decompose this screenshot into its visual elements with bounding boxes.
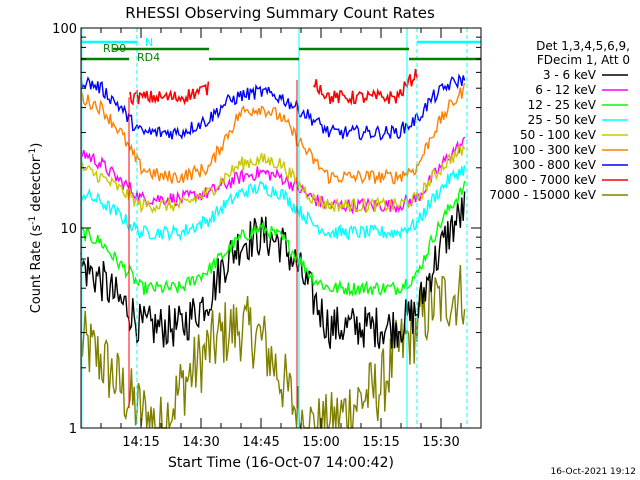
series-6-12-kev [80, 136, 466, 215]
series-50-100-kev [80, 144, 466, 215]
legend-label: 300 - 800 keV [512, 158, 596, 172]
y-axis-label: Count Rate (s-1 detector-1) [28, 143, 44, 314]
series-layer [80, 68, 466, 431]
legend-label: 25 - 50 keV [528, 113, 597, 127]
legend-label: 100 - 300 keV [512, 143, 596, 157]
legend-label: 6 - 12 keV [535, 83, 597, 97]
series-line [80, 73, 466, 141]
flag-label-rd0: RD0 [103, 42, 126, 55]
series-12-25-kev [80, 180, 466, 297]
series-25-50-kev [80, 165, 466, 242]
legend-header-line-2: FDecim 1, Att 0 [537, 53, 630, 67]
legend-label: 50 - 100 keV [520, 128, 597, 142]
series-line [80, 136, 466, 215]
flag-label-n: N [145, 36, 153, 49]
x-tick-label: 14:30 [182, 435, 219, 450]
legend-label: 3 - 6 keV [543, 68, 597, 82]
series-line [80, 180, 466, 297]
series-line [80, 165, 466, 242]
x-axis-label: Start Time (16-Oct-07 14:00:42) [168, 455, 394, 471]
series-7000-15000-kev [80, 264, 466, 431]
x-tick-label: 15:30 [422, 435, 459, 450]
flag-label-rd4: RD4 [137, 51, 160, 64]
y-tick-label: 1 [69, 422, 77, 437]
y-tick-label: 10 [60, 222, 77, 237]
plot-frame [80, 27, 482, 429]
series-line [80, 191, 466, 349]
y-tick-label: 100 [52, 22, 77, 37]
series-line [80, 82, 466, 185]
series-800-7000-kev [128, 68, 418, 408]
series-100-300-kev [80, 82, 466, 185]
series-3-6-kev [80, 191, 466, 349]
series-300-800-kev [80, 73, 466, 141]
x-tick-label: 15:00 [302, 435, 339, 450]
legend-header-line-1: Det 1,3,4,5,6,9, [536, 39, 630, 53]
flag-layer: N RD0 RD4 [81, 28, 481, 428]
generation-timestamp: 16-Oct-2021 19:12 [551, 467, 636, 477]
legend: Det 1,3,4,5,6,9, FDecim 1, Att 0 3 - 6 k… [489, 39, 630, 202]
axis-layer: 1 10 100 14:15 14:30 14:45 15:00 15:15 15:30 [52, 22, 482, 450]
series-line [80, 264, 466, 431]
legend-label: 12 - 25 keV [528, 98, 597, 112]
chart-title: RHESSI Observing Summary Count Rates [125, 4, 435, 22]
series-line [129, 68, 418, 106]
legend-label: 800 - 7000 keV [505, 173, 597, 187]
x-tick-label: 14:15 [122, 435, 159, 450]
legend-label: 7000 - 15000 keV [489, 188, 596, 202]
x-tick-label: 14:45 [242, 435, 279, 450]
series-line [80, 144, 466, 215]
x-tick-label: 15:15 [362, 435, 399, 450]
